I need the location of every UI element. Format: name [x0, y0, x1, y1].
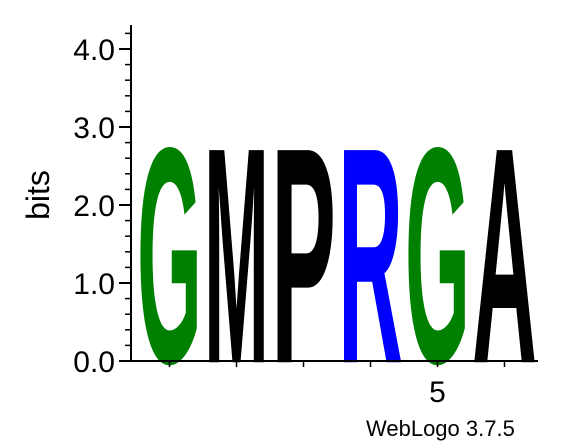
y-tick-label: 4.0: [73, 34, 115, 67]
glyph-r-pos-4: R: [338, 84, 403, 429]
y-tick-label: 3.0: [73, 112, 115, 145]
glyph-a-pos-6: A: [472, 84, 537, 429]
y-tick-label: 1.0: [73, 268, 115, 301]
y-tick-label: 0.0: [73, 346, 115, 379]
glyph-g-pos-1: G: [137, 84, 202, 428]
y-axis-title: bits: [20, 170, 56, 220]
axes: 0.0 1.0 2.0 3.0 4.0 5: [73, 25, 538, 409]
x-tick-label: 5: [429, 376, 446, 409]
glyph-m-pos-2: M: [204, 83, 269, 428]
y-tick-label: 2.0: [73, 190, 115, 223]
glyph-g-pos-5: G: [405, 84, 470, 428]
glyph-p-pos-3: P: [271, 84, 336, 428]
weblogo-footer: WebLogo 3.7.5: [366, 416, 515, 441]
